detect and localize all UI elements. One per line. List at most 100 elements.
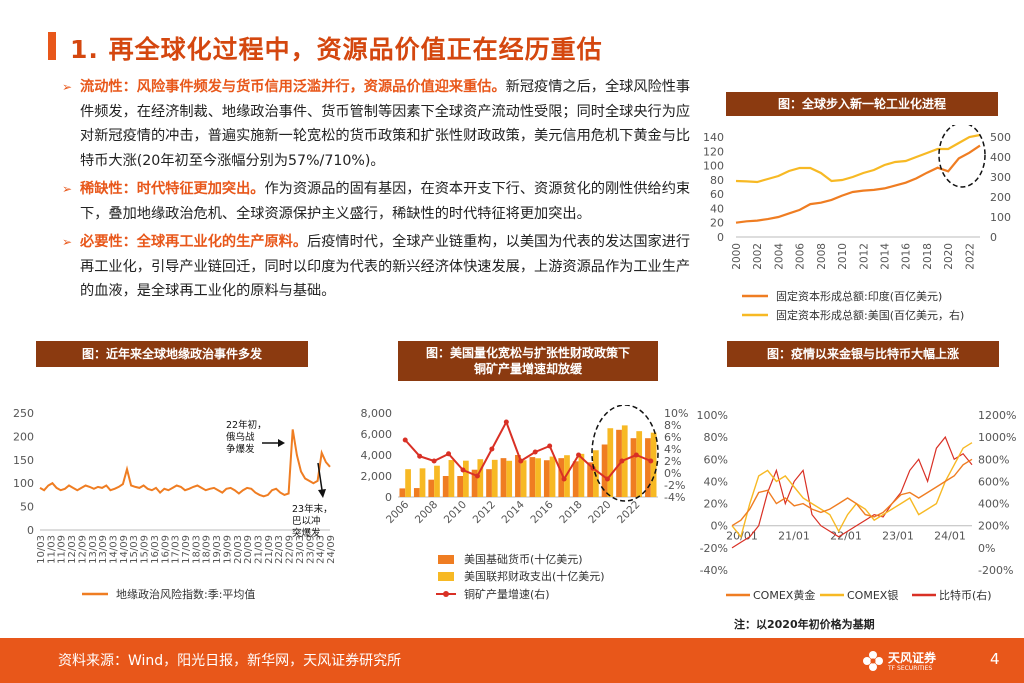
chart-geopolitics: 0 50 100 150 200 250 10/03 11/03 11/09 12/03 12/09… — [13, 407, 337, 601]
chart-header-geopolitics: 图：近年来全球地缘政治事件多发 — [36, 341, 308, 367]
y-left-tick-label: 40 — [710, 202, 724, 215]
y-right-tick-label: 0% — [664, 467, 681, 480]
y-right-tick-label: 6% — [664, 431, 681, 444]
x-tick-label: 2010 — [837, 243, 849, 270]
y-left-tick-label: 100 — [703, 160, 724, 173]
x-tick-label: 17/09 — [181, 535, 192, 564]
copper-point — [633, 452, 639, 458]
y-right-tick-label: -2% — [664, 479, 685, 492]
copper-point — [547, 443, 553, 449]
annotation-russia-ukraine: 争爆发 — [226, 443, 255, 455]
legend-swatch-copper-dot — [443, 591, 449, 597]
x-tick-label: 11/09 — [57, 535, 68, 564]
bar-fiscal-spending — [650, 432, 657, 497]
y-right-tick-label: 0 — [990, 231, 997, 244]
y-left-tick-label: 120 — [703, 145, 724, 158]
x-tick-label: 2012 — [858, 243, 870, 270]
y-left-tick-label: 140 — [703, 131, 724, 144]
x-tick-label: 2018 — [557, 499, 584, 526]
flower-logo-icon — [863, 651, 883, 671]
y-left-tick-label: 60% — [704, 453, 728, 466]
x-tick-label: 21/09 — [264, 535, 275, 564]
x-tick-label: 18/09 — [202, 535, 213, 564]
y-right-tick-label: 4% — [664, 443, 681, 456]
bar-base-money — [471, 469, 478, 497]
x-tick-label: 19/03 — [212, 535, 223, 564]
highlight-ellipse — [938, 125, 986, 188]
copper-point — [402, 437, 408, 443]
annotation-russia-ukraine: 俄乌战 — [226, 431, 255, 443]
copper-point — [460, 467, 466, 473]
bar-base-money — [428, 479, 435, 497]
bar-base-money — [543, 460, 550, 497]
x-tick-label: 2004 — [773, 243, 785, 270]
x-tick-label: 2002 — [752, 243, 764, 270]
y-right-tick-label: 600% — [978, 475, 1009, 488]
footer-source: 资料来源：Wind，阳光日报，新华网，天风证券研究所 — [58, 653, 402, 669]
series-line-bitcoin — [731, 435, 973, 549]
x-tick-label: 2022 — [615, 499, 642, 526]
bar-fiscal-spending — [549, 456, 556, 497]
arrow-icon: ➢ — [62, 80, 73, 94]
bullet-body: 新冠疫情之后，全球风险性事件频发，在经济制裁、地缘政治事件、货币管制等因素下全球… — [80, 79, 691, 169]
legend-label-india: 固定资本形成总额:印度(百亿美元) — [776, 289, 942, 303]
y-tick-label: 250 — [13, 407, 34, 420]
legend-label-us: 固定资本形成总额:美国(百亿美元，右) — [776, 308, 964, 322]
y-right-tick-label: 400% — [978, 498, 1009, 511]
x-tick-label: 2020 — [943, 243, 955, 270]
bar-base-money — [457, 476, 463, 497]
x-tick-label: 16/03 — [150, 535, 161, 564]
bar-base-money — [601, 444, 608, 497]
chart-header-copper: 图：美国量化宽松与扩张性财政政策下 铜矿产量增速却放缓 — [398, 341, 658, 381]
legend-label-gold: COMEX黄金 — [753, 588, 815, 602]
chart-note: 注：以2020年初价格为基期 — [734, 618, 875, 631]
y-tick-label: 0 — [27, 524, 34, 537]
x-tick-label: 15/03 — [129, 535, 140, 564]
legend-label-bitcoin: 比特币(右) — [939, 588, 992, 602]
x-tick-label: 23/01 — [882, 530, 914, 543]
y-right-tick-label: 300 — [990, 171, 1011, 184]
bar-fiscal-spending — [477, 459, 484, 497]
x-tick-label: 10/03 — [36, 535, 47, 564]
x-tick-label: 21/03 — [254, 535, 265, 564]
y-left-tick-label: 0% — [711, 520, 728, 533]
y-tick-label: 100 — [13, 477, 34, 490]
x-tick-label: 2016 — [901, 243, 913, 270]
series-line-gold — [731, 458, 973, 527]
x-tick-label: 18/03 — [191, 535, 202, 564]
bar-fiscal-spending — [506, 460, 513, 497]
bar-fiscal-spending — [463, 460, 469, 497]
x-tick-label: 11/03 — [46, 535, 57, 564]
company-logo: 天风证券 TF SECURITIES — [862, 644, 952, 678]
x-tick-label: 2000 — [731, 243, 743, 270]
x-tick-label: 12/03 — [67, 535, 78, 564]
y-right-tick-label: 400 — [990, 151, 1011, 164]
x-tick-label: 2018 — [922, 243, 934, 270]
legend-label-fiscal: 美国联邦财政支出(十亿美元) — [464, 569, 605, 583]
copper-point — [604, 476, 610, 482]
x-tick-label: 22/03 — [274, 535, 285, 564]
y-right-tick-label: 500 — [990, 131, 1011, 144]
bullet-list: ➢ 流动性：风险事件频发与货币信用泛滥并行，资源品价值迎来重估。新冠疫情之后，全… — [62, 75, 692, 308]
bullet-body: 作为资源品的固有基因，在资本开支下行、资源贫化的刚性供给约束下，叠加地缘政治危机… — [80, 181, 691, 222]
highlight-ellipse — [591, 405, 659, 502]
bar-base-money — [515, 455, 521, 497]
bar-fiscal-spending — [419, 468, 426, 497]
bar-base-money — [587, 462, 593, 497]
y-left-tick-label: -40% — [700, 564, 728, 577]
bar-base-money — [630, 438, 637, 497]
y-right-tick-label: 8% — [664, 419, 681, 432]
bar-fiscal-spending — [491, 459, 498, 497]
y-right-tick-label: 200 — [990, 191, 1011, 204]
copper-point — [446, 451, 452, 457]
x-tick-label: 12/09 — [77, 535, 88, 564]
series-line-india — [735, 144, 981, 224]
bar-fiscal-spending — [578, 453, 585, 497]
bar-fiscal-spending — [520, 460, 527, 497]
y-right-tick-label: 1000% — [978, 431, 1016, 444]
y-left-tick-label: 6,000 — [361, 428, 393, 441]
x-tick-label: 22/09 — [285, 535, 296, 564]
copper-point — [431, 458, 437, 464]
footer: 资料来源：Wind，阳光日报，新华网，天风证券研究所 天风证券 TF SECUR… — [0, 638, 1024, 683]
y-tick-label: 50 — [20, 501, 34, 514]
